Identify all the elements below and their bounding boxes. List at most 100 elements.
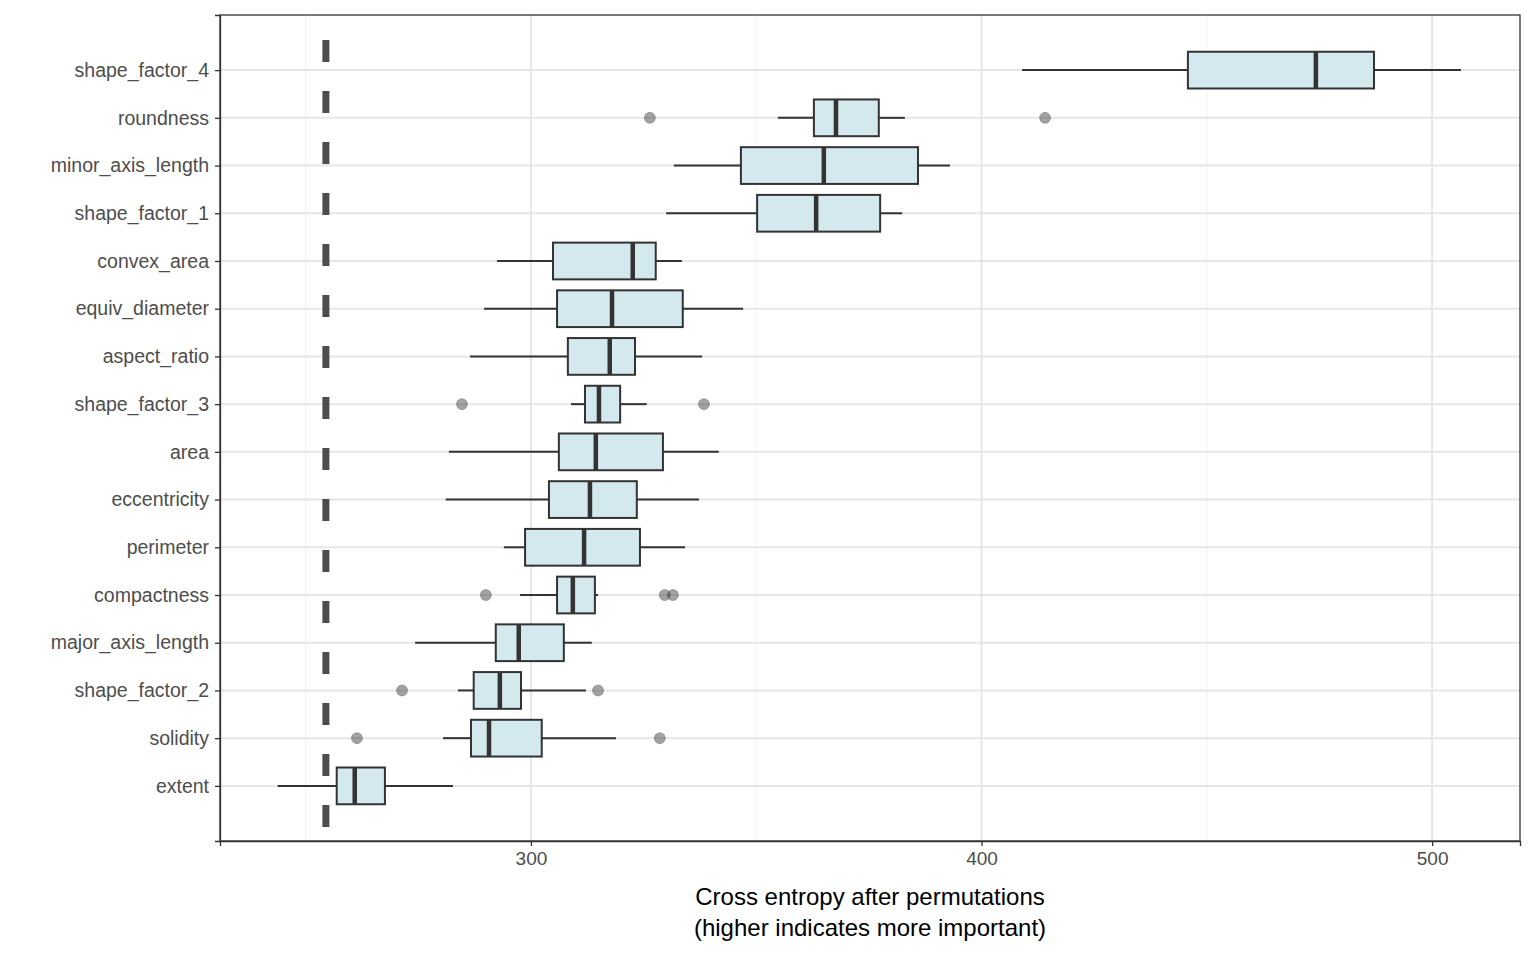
whisker bbox=[446, 499, 549, 501]
whisker bbox=[497, 260, 553, 262]
grid-line bbox=[220, 737, 1520, 739]
baseline bbox=[322, 15, 329, 841]
tick: shape_factor_1 bbox=[75, 202, 220, 225]
tick: solidity bbox=[149, 727, 220, 749]
tick-label: 300 bbox=[516, 848, 548, 869]
whisker bbox=[663, 451, 719, 453]
frame bbox=[220, 15, 1520, 841]
tick-mark bbox=[215, 404, 220, 405]
grid-line bbox=[1431, 15, 1433, 841]
tick-label: shape_factor_1 bbox=[75, 202, 209, 225]
box bbox=[497, 243, 682, 280]
tick-label: minor_axis_length bbox=[51, 154, 209, 177]
grid-line bbox=[220, 689, 1520, 691]
box bbox=[470, 338, 702, 375]
tick: 300 bbox=[516, 841, 548, 869]
tick-label: aspect_ratio bbox=[103, 345, 209, 368]
median bbox=[487, 720, 492, 757]
tick: compactness bbox=[94, 584, 220, 606]
median bbox=[834, 99, 839, 136]
tick-label: major_axis_length bbox=[51, 631, 209, 654]
median bbox=[608, 338, 613, 375]
tick-label: shape_factor_4 bbox=[75, 59, 210, 82]
box-body bbox=[553, 243, 656, 280]
whisker bbox=[449, 451, 559, 453]
tick-label: shape_factor_2 bbox=[75, 679, 209, 702]
grid-line bbox=[220, 785, 1520, 787]
x-axis-title: Cross entropy after permutations(higher … bbox=[694, 883, 1046, 941]
box-body bbox=[337, 768, 385, 805]
whisker bbox=[504, 546, 525, 548]
tick-mark bbox=[215, 261, 220, 262]
tick-mark bbox=[981, 841, 982, 846]
tick: area bbox=[170, 441, 220, 463]
outlier bbox=[1040, 112, 1051, 123]
tick: minor_axis_length bbox=[51, 154, 220, 177]
box bbox=[456, 386, 709, 423]
median bbox=[597, 386, 602, 423]
marks bbox=[278, 15, 1461, 841]
tick-label: area bbox=[170, 441, 209, 463]
tick: extent bbox=[156, 775, 220, 797]
grid-line bbox=[220, 451, 1520, 453]
outlier bbox=[644, 112, 655, 123]
minor-grid-line bbox=[1206, 15, 1207, 841]
chart: 300400500shape_factor_4roundnessminor_ax… bbox=[0, 0, 1536, 960]
box-body bbox=[549, 481, 637, 518]
whisker bbox=[484, 308, 557, 310]
whisker bbox=[571, 403, 585, 405]
tick: shape_factor_2 bbox=[75, 679, 220, 702]
tick-label: 400 bbox=[966, 848, 998, 869]
tick-mark bbox=[215, 643, 220, 644]
tick-label: perimeter bbox=[127, 536, 210, 558]
tick-mark bbox=[1432, 841, 1433, 846]
whisker bbox=[666, 212, 757, 214]
whisker bbox=[385, 785, 453, 787]
whisker bbox=[415, 642, 496, 644]
box-body bbox=[525, 529, 640, 566]
box bbox=[351, 720, 665, 757]
grid-line bbox=[220, 546, 1520, 548]
tick: perimeter bbox=[127, 536, 220, 558]
x-axis-title-line: Cross entropy after permutations bbox=[695, 883, 1045, 910]
tick-mark bbox=[215, 499, 220, 500]
whisker bbox=[674, 165, 741, 167]
whisker bbox=[640, 546, 685, 548]
box bbox=[674, 147, 950, 184]
whisker bbox=[443, 737, 471, 739]
tick-label: solidity bbox=[149, 727, 209, 749]
box-body bbox=[814, 99, 879, 136]
tick-label: extent bbox=[156, 775, 210, 797]
box bbox=[397, 672, 604, 709]
whisker bbox=[620, 403, 647, 405]
whisker bbox=[880, 212, 902, 214]
whisker bbox=[918, 165, 950, 167]
tick-mark bbox=[215, 70, 220, 71]
outlier bbox=[480, 590, 491, 601]
box-body bbox=[1188, 52, 1374, 89]
tick-mark bbox=[215, 738, 220, 739]
median bbox=[352, 768, 357, 805]
median bbox=[588, 481, 593, 518]
median bbox=[822, 147, 827, 184]
box bbox=[480, 577, 678, 614]
x-axis: 300400500 bbox=[221, 841, 1521, 869]
tick-label: compactness bbox=[94, 584, 209, 606]
plot-area: 300400500shape_factor_4roundnessminor_ax… bbox=[51, 15, 1521, 869]
median bbox=[814, 195, 819, 232]
outlier bbox=[593, 685, 604, 696]
grid-line bbox=[220, 594, 1520, 596]
minor-grid-line bbox=[756, 15, 757, 841]
box-body bbox=[496, 624, 564, 661]
tick-mark bbox=[215, 452, 220, 453]
whisker bbox=[656, 260, 682, 262]
median bbox=[631, 243, 636, 280]
box bbox=[415, 624, 592, 661]
box bbox=[644, 99, 1050, 136]
grid-line bbox=[220, 308, 1520, 310]
whisker bbox=[1022, 69, 1188, 71]
tick-mark bbox=[215, 309, 220, 310]
tick: eccentricity bbox=[111, 488, 220, 510]
grid-line bbox=[530, 15, 532, 841]
grid-line bbox=[220, 260, 1520, 262]
